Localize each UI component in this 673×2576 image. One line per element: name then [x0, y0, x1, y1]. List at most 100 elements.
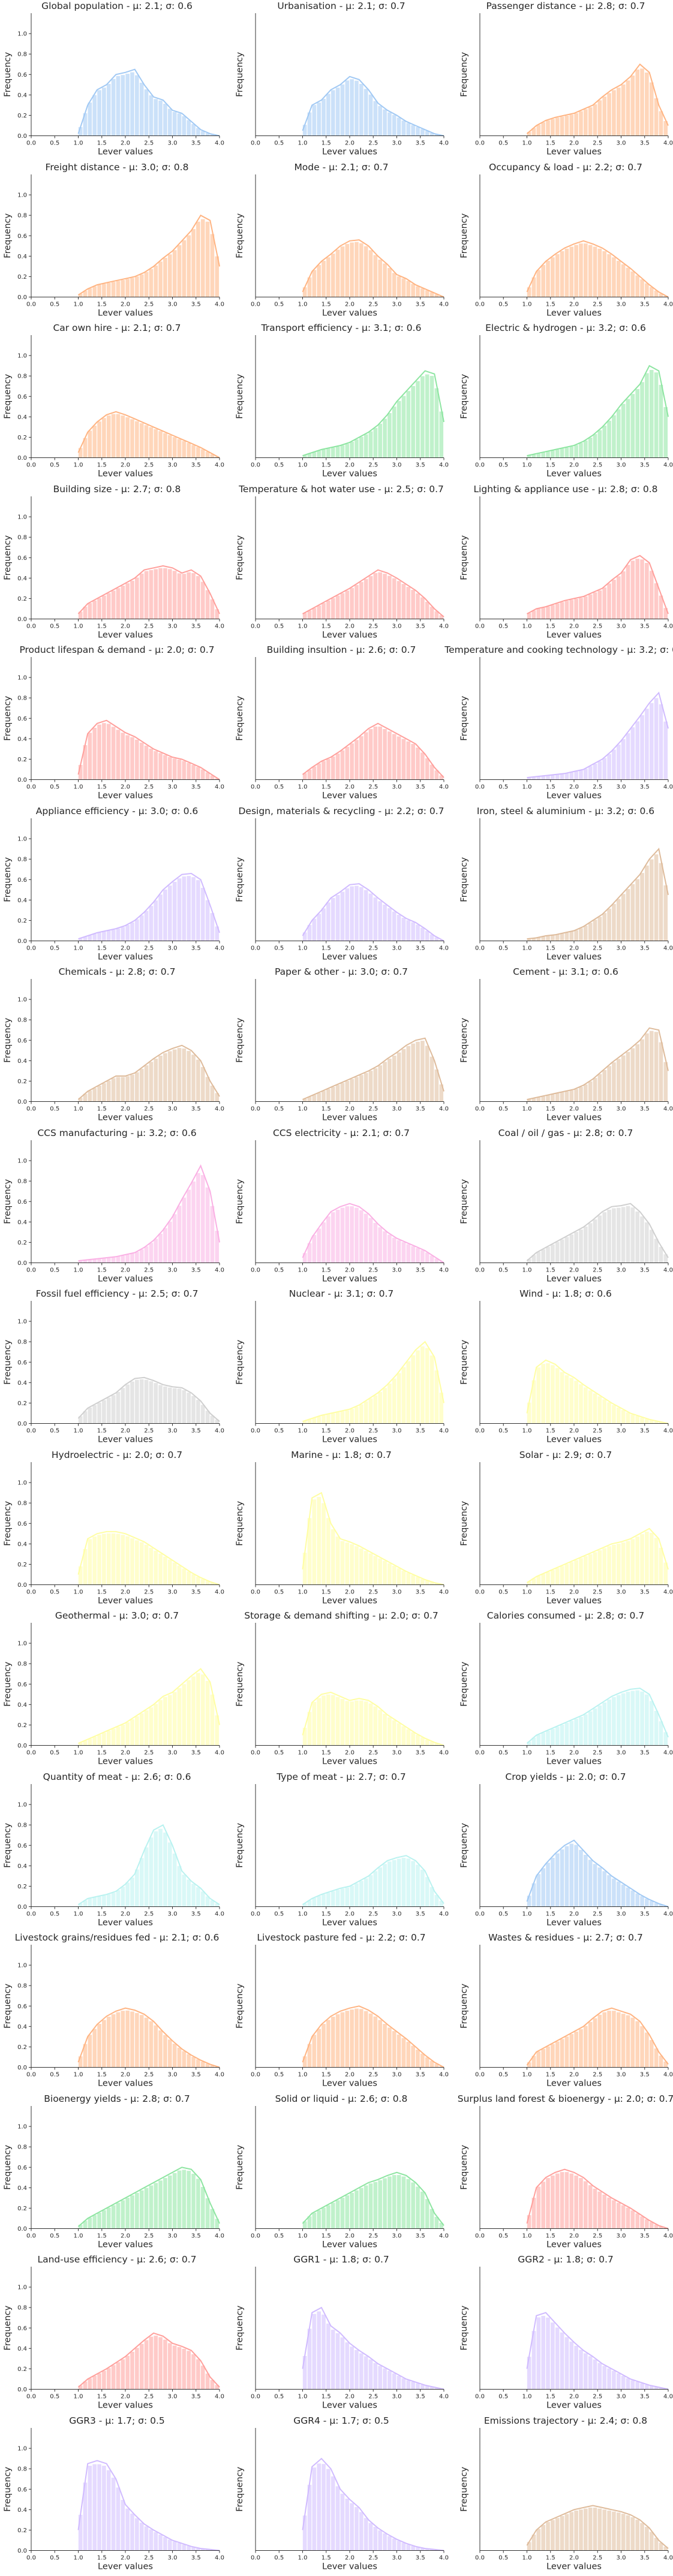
histogram-bar [111, 1394, 116, 1424]
histogram-bar [569, 772, 574, 780]
histogram-bar [172, 1562, 178, 1585]
x-tick-label: 0.0 [26, 462, 36, 469]
histogram-bar [639, 1691, 645, 1746]
histogram-bar [148, 269, 154, 297]
x-axis-label: Lever values [546, 2562, 602, 2572]
histogram-bar [649, 287, 654, 297]
histogram-bar [564, 1845, 569, 1907]
histogram-bar [536, 1367, 541, 1424]
histogram-bar [139, 573, 145, 619]
x-tick-label: 2.5 [593, 623, 602, 630]
x-tick-label: 1.5 [546, 1589, 555, 1596]
x-tick-label: 2.0 [345, 623, 354, 630]
histogram-bar [311, 2313, 317, 2390]
x-axis-label: Lever values [322, 469, 377, 479]
density-curve [77, 411, 220, 459]
histogram-bar [372, 1870, 378, 1907]
histogram-bar [611, 1544, 617, 1585]
histogram-bar [87, 1898, 92, 1907]
histogram-bar [405, 920, 411, 941]
y-axis-label: Frequency [235, 535, 245, 580]
x-tick-label: 0.5 [274, 140, 284, 147]
x-tick-label: 3.5 [416, 1267, 425, 1274]
histogram-bar [564, 1236, 569, 1263]
histogram-bar [588, 245, 593, 297]
density-curve [77, 2007, 220, 2068]
histogram-bar [134, 1379, 140, 1424]
histogram-bar [172, 2541, 178, 2551]
panel-title: Emissions trajectory - μ: 2.4; σ: 0.8 [484, 2415, 647, 2426]
histogram-bar [191, 876, 196, 941]
histogram-bar [415, 747, 420, 780]
histogram-bar [349, 1544, 354, 1585]
histogram-bar [92, 2375, 97, 2390]
histogram-bar [134, 2347, 140, 2390]
histogram-panel: Car own hire - μ: 2.1; σ: 0.70.0 0.5 1.0 1.… [3, 323, 224, 479]
histogram-bar [172, 1049, 178, 1102]
histogram-bar [196, 2178, 201, 2229]
histogram-bar [344, 1887, 350, 1907]
x-tick-label: 4.0 [439, 140, 449, 147]
histogram-bar [368, 576, 373, 619]
x-tick-label: 1.0 [298, 302, 308, 308]
histogram-bar [583, 243, 588, 297]
histogram-bar [635, 1044, 640, 1102]
x-tick-label: 1.5 [546, 462, 555, 469]
panel-title: Appliance efficiency - μ: 3.0; σ: 0.6 [36, 806, 199, 817]
x-tick-label: 3.0 [617, 2072, 626, 2078]
histogram-bar [602, 757, 607, 780]
x-axis-label: Lever values [98, 1596, 153, 1606]
histogram-bar [377, 1557, 383, 1585]
histogram-bar [597, 2362, 602, 2390]
x-axis-label: Lever values [98, 2562, 153, 2572]
density-curve [302, 569, 444, 617]
histogram-bar [167, 2342, 173, 2390]
histogram-bar [139, 915, 145, 941]
histogram-bar [611, 749, 617, 780]
x-tick-label: 0.5 [498, 1589, 508, 1596]
x-tick-label: 0.0 [475, 1428, 485, 1435]
histogram-bar [359, 1700, 364, 1746]
x-tick-label: 0.5 [274, 462, 284, 469]
histogram-bar [191, 1883, 196, 1907]
x-tick-label: 3.0 [392, 1106, 402, 1113]
histogram-bar [92, 2463, 97, 2551]
histogram-bar [340, 1888, 345, 1907]
histogram-bar [550, 604, 555, 619]
histogram-bar [611, 257, 617, 297]
histogram-bar [578, 1849, 584, 1907]
y-tick-label: 0.4 [17, 1219, 27, 1226]
histogram-bar [583, 768, 588, 780]
x-tick-label: 1.0 [74, 1106, 83, 1113]
histogram-bar [316, 1496, 322, 1585]
histogram-bar [415, 1864, 420, 1907]
histogram-bar [134, 2192, 140, 2229]
x-tick-label: 3.0 [168, 1911, 178, 1918]
histogram-bar [630, 884, 635, 941]
histogram-bar [97, 284, 102, 297]
histogram-bar [349, 1885, 354, 1907]
histogram-bar [621, 1054, 626, 1102]
x-tick-label: 3.5 [640, 1750, 650, 1756]
histogram-bar [331, 253, 336, 297]
histogram-bar [550, 257, 555, 297]
histogram-bar [555, 1093, 560, 1102]
histogram-bar [130, 418, 135, 458]
histogram-bar [120, 2358, 125, 2390]
histogram-bar [560, 2038, 564, 2068]
histogram-bar [139, 2522, 145, 2551]
histogram-bar [368, 2522, 373, 2551]
histogram-bar [120, 74, 125, 136]
histogram-bar [340, 2493, 345, 2551]
histogram-bar [87, 2217, 92, 2229]
x-tick-label: 1.0 [298, 1267, 308, 1274]
histogram-bar [536, 1575, 541, 1585]
x-tick-label: 0.0 [26, 302, 36, 308]
y-axis-label: Frequency [235, 1501, 245, 1545]
histogram-bar [363, 1401, 369, 1424]
x-tick-label: 3.0 [617, 1106, 626, 1113]
histogram-bar [372, 2526, 378, 2551]
panel-title: Global population - μ: 2.1; σ: 0.6 [41, 1, 193, 11]
histogram-bar [611, 579, 617, 619]
panel-title: Transport efficiency - μ: 3.1; σ: 0.6 [261, 323, 422, 333]
